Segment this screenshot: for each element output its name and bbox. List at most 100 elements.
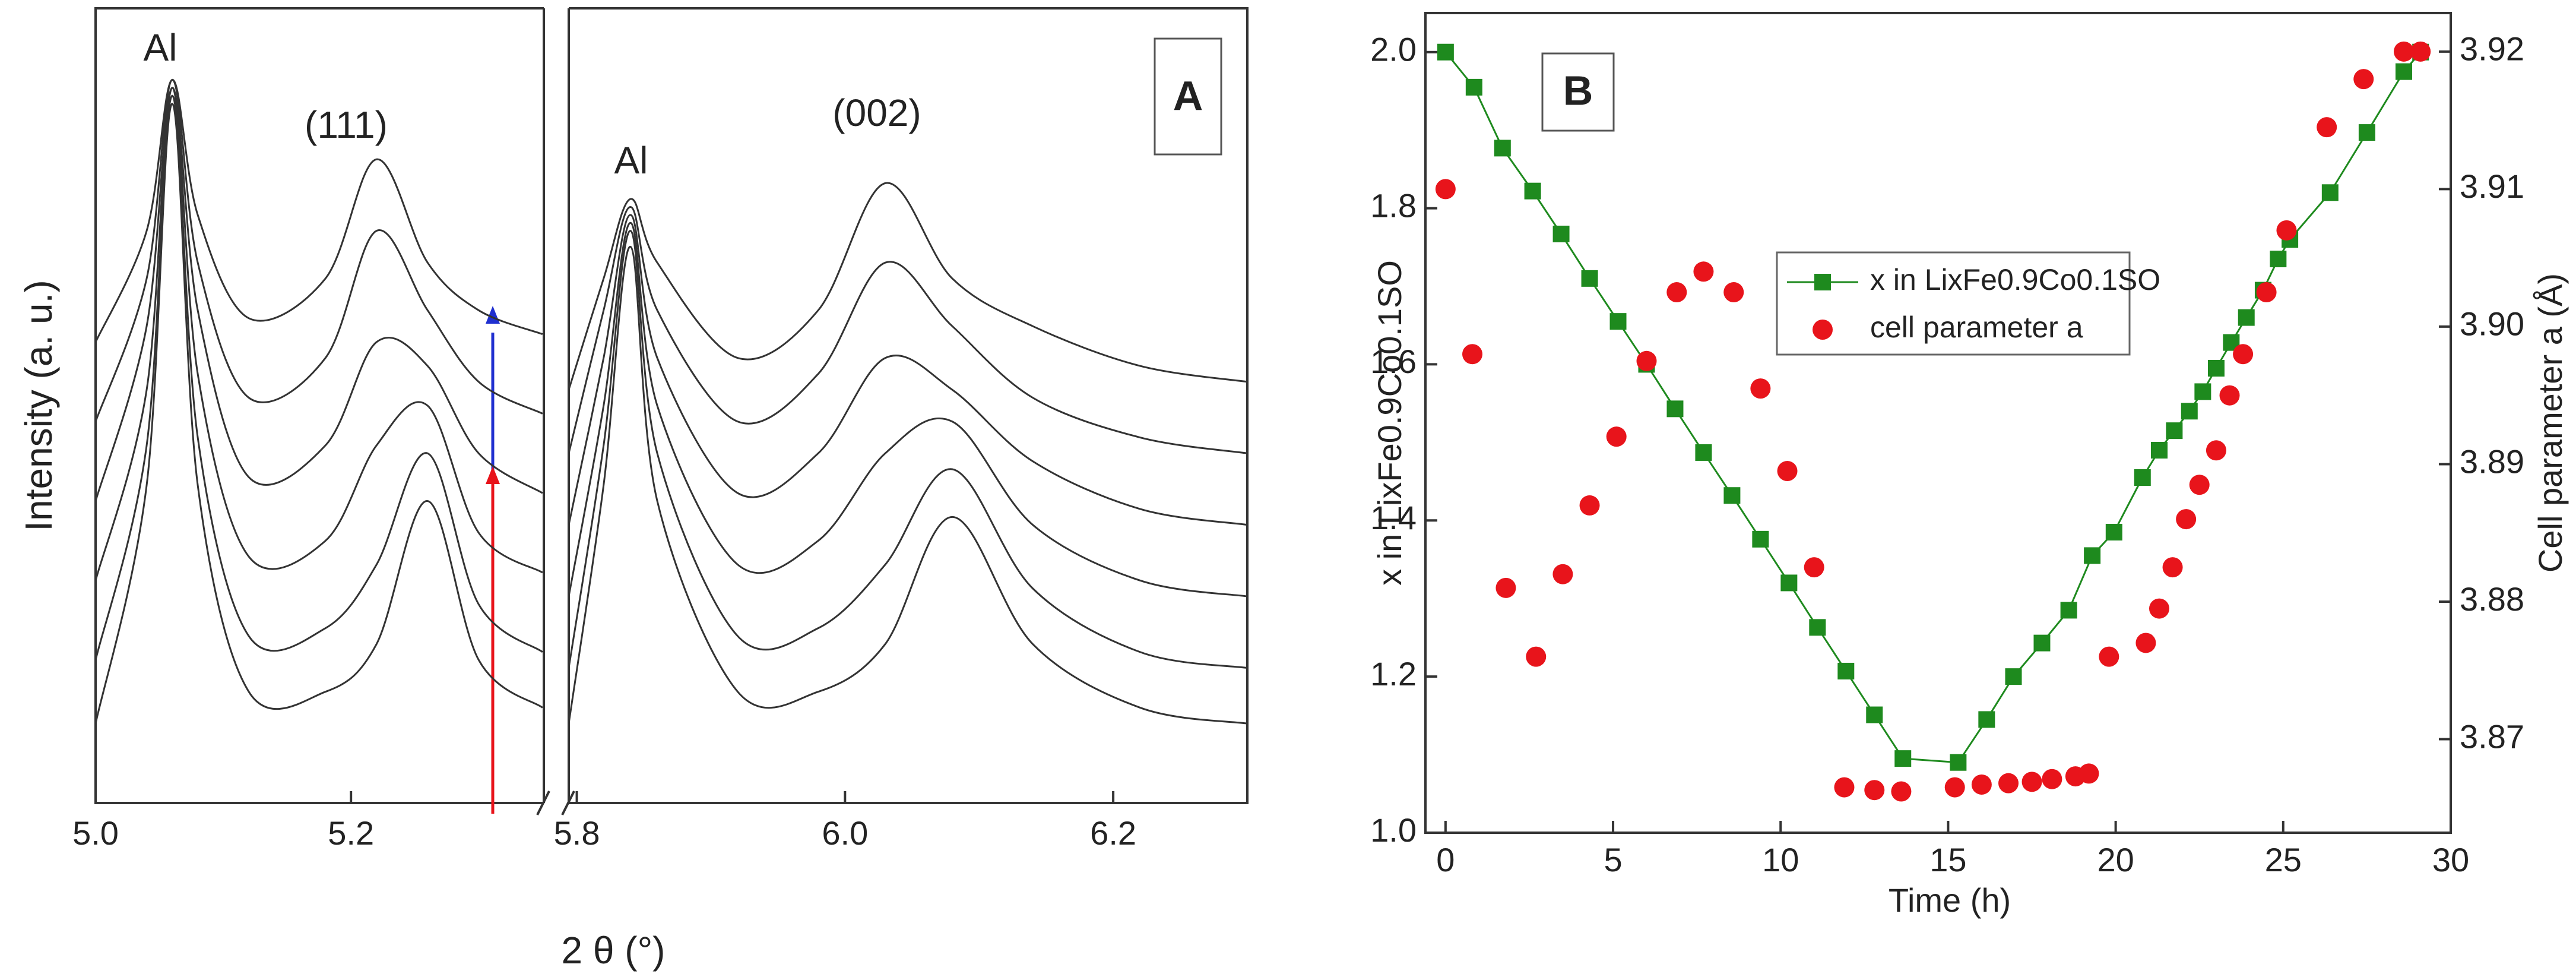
point [1581,270,1598,287]
x-axis-label: Time (h) [1889,881,2011,919]
pattern-curve [568,182,1248,390]
point [2270,251,2287,267]
y2-tick-label: 3.88 [2460,580,2524,618]
point [2238,309,2255,326]
legend-label: x in LixFe0.9Co0.1SO [1870,263,2160,296]
x-tick-label: 10 [1762,841,1799,878]
label-box [1541,52,1615,132]
point [2033,634,2051,652]
point [2021,772,2042,792]
point [2084,547,2101,564]
annotation: Al [144,26,178,69]
point [1495,577,1516,598]
point [2060,602,2077,619]
point [2176,509,2197,530]
point [2194,383,2211,400]
point [1777,461,1798,482]
y2-tick-label: 3.89 [2460,442,2524,480]
label-box [1154,37,1222,156]
point [1579,495,1600,516]
break-mark [536,791,575,815]
point [1693,261,1714,282]
pattern-curve [94,103,543,724]
point [1666,282,1687,303]
point [2166,422,2183,440]
x-tick-label: 6.2 [1090,814,1136,852]
arrow-head [486,466,500,484]
x-tick-label: 15 [1929,841,1966,878]
series-line [1444,51,2422,764]
point [2206,440,2226,461]
pattern-curve [94,87,543,581]
point [1524,182,1541,200]
point [2162,557,2183,578]
point [2395,63,2412,80]
point [1864,780,1885,801]
y-tick-label: 1.4 [1370,499,1417,536]
x-tick-label: 30 [2432,841,2469,878]
pattern-curve [568,230,1248,669]
point [1552,564,1573,584]
point [2099,646,2119,667]
y2-tick-label: 3.87 [2460,717,2524,755]
x-tick-label: 20 [2097,841,2134,878]
point [2358,124,2375,141]
x-tick-label: 0 [1436,841,1455,878]
point [1552,225,1570,242]
x-tick-label: 5.2 [328,814,374,852]
point [1998,773,2019,794]
point [1809,619,1826,636]
point [2276,220,2297,241]
y-tick-label: 1.2 [1370,655,1417,693]
annotation: (111) [305,103,388,146]
point [2135,633,2156,653]
point [1971,774,1992,795]
point [2181,403,2198,420]
y-tick-label: 1.0 [1370,811,1417,849]
y-tick-label: 1.8 [1370,186,1417,224]
point [2189,475,2210,495]
annotation: Al [614,139,648,182]
legend-marker [1813,320,1833,340]
point [1978,711,1995,728]
y2-axis-label: Cell parameter a (Å) [2531,273,2569,573]
point [1780,574,1798,592]
y2-tick-label: 3.91 [2460,167,2524,205]
annotation: (002) [832,91,921,134]
point [1494,140,1511,157]
point [1462,344,1483,365]
point [2042,769,2062,789]
point [2233,344,2254,365]
point [2219,385,2240,406]
x-axis-label: 2 θ (°) [562,929,666,972]
point [1891,781,1912,802]
point [1666,400,1684,418]
pattern-curve [568,206,1248,454]
point [1723,487,1741,504]
panel-b-frame [1424,12,2452,834]
point [1944,777,1965,798]
point [1723,282,1744,303]
point [1894,750,1912,767]
point [2353,69,2374,90]
pattern-curve [94,78,543,422]
point [1435,179,1456,200]
y-tick-label: 1.6 [1370,343,1417,380]
point [1695,444,1712,461]
y-tick-label: 2.0 [1370,31,1417,68]
point [1750,378,1771,399]
point [2317,117,2337,138]
point [1950,754,1967,771]
point [1606,426,1627,447]
point [1804,557,1824,578]
point [1752,530,1769,548]
point [2078,763,2099,784]
y2-tick-label: 3.92 [2460,30,2524,68]
point [2134,469,2151,486]
x-tick-label: 25 [2265,841,2302,878]
panel-title: A [1173,72,1203,119]
legend-label: cell parameter a [1870,311,2083,344]
pattern-curve [94,78,543,343]
legend [1776,251,2131,356]
legend-marker [1814,274,1831,290]
